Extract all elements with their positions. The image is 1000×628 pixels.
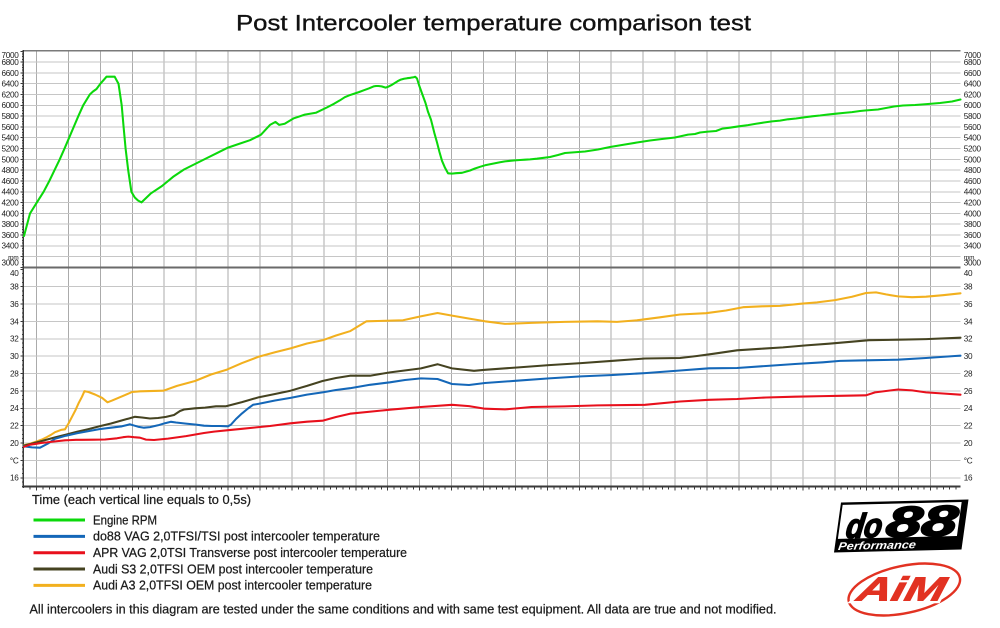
svg-text:6600: 6600 (964, 69, 982, 78)
svg-text:6000: 6000 (964, 101, 982, 110)
svg-text:30: 30 (964, 352, 973, 361)
svg-text:26: 26 (10, 387, 19, 396)
svg-text:4400: 4400 (1, 188, 19, 197)
svg-text:7000: 7000 (964, 51, 982, 60)
svg-text:5400: 5400 (964, 134, 982, 143)
svg-text:5400: 5400 (1, 134, 19, 143)
svg-text:6000: 6000 (1, 101, 19, 110)
svg-text:6200: 6200 (1, 90, 19, 99)
svg-text:4600: 4600 (1, 177, 19, 186)
svg-text:34: 34 (10, 317, 19, 326)
svg-text:4200: 4200 (1, 198, 19, 207)
svg-text:30: 30 (10, 352, 19, 361)
svg-text:5000: 5000 (964, 155, 982, 164)
svg-text:3000: 3000 (1, 259, 19, 268)
svg-text:40: 40 (10, 269, 19, 278)
svg-text:Audi A3 2,0TFSI OEM post inter: Audi A3 2,0TFSI OEM post intercooler tem… (93, 578, 372, 593)
svg-text:36: 36 (964, 300, 973, 309)
svg-text:rpm: rpm (8, 255, 18, 262)
svg-text:7000: 7000 (1, 51, 19, 60)
svg-text:3800: 3800 (964, 220, 982, 229)
svg-text:6400: 6400 (1, 80, 19, 89)
svg-text:20: 20 (10, 439, 19, 448)
svg-text:3400: 3400 (964, 242, 982, 251)
svg-text:40: 40 (964, 269, 973, 278)
svg-text:3600: 3600 (964, 231, 982, 240)
svg-text:36: 36 (10, 300, 19, 309)
svg-text:22: 22 (10, 422, 19, 431)
svg-text:AiM: AiM (852, 571, 951, 608)
svg-text:32: 32 (964, 335, 973, 344)
svg-text:All intercoolers in this diagr: All intercoolers in this diagram are tes… (30, 603, 777, 617)
svg-text:3600: 3600 (1, 231, 19, 240)
svg-text:°C: °C (964, 456, 973, 465)
svg-text:34: 34 (964, 317, 973, 326)
svg-text:6600: 6600 (1, 69, 19, 78)
svg-text:32: 32 (10, 335, 19, 344)
svg-text:6800: 6800 (964, 58, 982, 67)
svg-text:20: 20 (964, 439, 973, 448)
svg-text:Engine RPM: Engine RPM (93, 512, 157, 527)
svg-text:Audi S3 2,0TFSI OEM post inter: Audi S3 2,0TFSI OEM post intercooler tem… (93, 561, 373, 576)
svg-text:6400: 6400 (964, 80, 982, 89)
svg-text:5600: 5600 (1, 123, 19, 132)
svg-text:3000: 3000 (964, 259, 982, 268)
svg-text:38: 38 (964, 283, 973, 292)
svg-text:Performance: Performance (837, 539, 916, 553)
svg-text:4000: 4000 (964, 209, 982, 218)
svg-text:26: 26 (964, 387, 973, 396)
svg-text:28: 28 (10, 369, 19, 378)
svg-text:rpm: rpm (964, 255, 974, 262)
svg-text:22: 22 (964, 422, 973, 431)
svg-text:4000: 4000 (1, 209, 19, 218)
svg-text:16: 16 (10, 474, 19, 483)
svg-text:4800: 4800 (964, 166, 982, 175)
svg-text:5200: 5200 (964, 144, 982, 153)
svg-text:24: 24 (964, 404, 973, 413)
svg-text:5000: 5000 (1, 155, 19, 164)
svg-text:3400: 3400 (1, 242, 19, 251)
svg-text:4600: 4600 (964, 177, 982, 186)
svg-text:3800: 3800 (1, 220, 19, 229)
svg-text:4400: 4400 (964, 188, 982, 197)
svg-text:do88 VAG 2,0TFSI/TSI post inte: do88 VAG 2,0TFSI/TSI post intercooler te… (93, 529, 380, 544)
svg-text:4200: 4200 (964, 198, 982, 207)
svg-text:5600: 5600 (964, 123, 982, 132)
svg-text:24: 24 (10, 404, 19, 413)
svg-text:4800: 4800 (1, 166, 19, 175)
svg-text:AiM: AiM (852, 571, 951, 608)
svg-text:do: do (844, 507, 885, 546)
svg-text:Time (each vertical line equal: Time (each vertical line equals to 0,5s) (32, 492, 251, 507)
svg-text:Post Intercooler temperature c: Post Intercooler temperature comparison … (236, 11, 751, 36)
svg-text:APR VAG 2,0TSI Transverse post: APR VAG 2,0TSI Transverse post intercool… (93, 545, 407, 560)
svg-text:5800: 5800 (964, 112, 982, 121)
svg-text:28: 28 (964, 369, 973, 378)
svg-text:16: 16 (964, 474, 973, 483)
svg-text:5200: 5200 (1, 144, 19, 153)
svg-text:6800: 6800 (1, 58, 19, 67)
svg-text:38: 38 (10, 283, 19, 292)
svg-text:6200: 6200 (964, 90, 982, 99)
svg-text:5800: 5800 (1, 112, 19, 121)
svg-text:°C: °C (10, 456, 19, 465)
svg-text:88: 88 (883, 497, 960, 547)
